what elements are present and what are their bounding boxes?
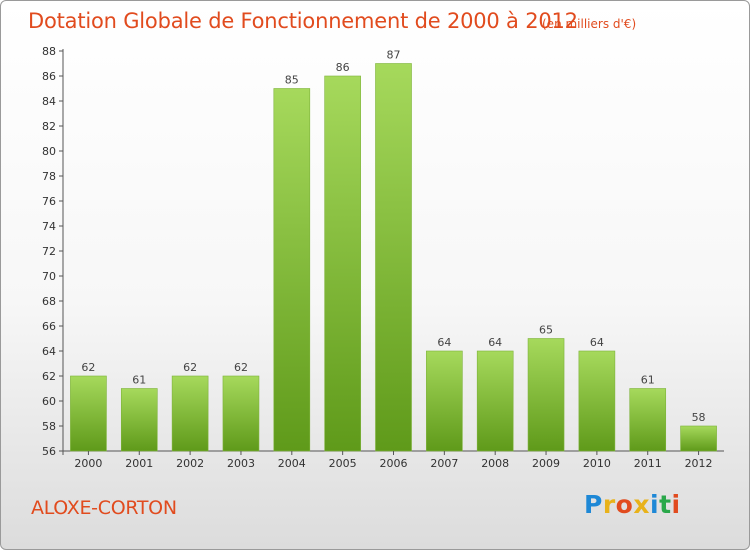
bar-value-label: 65: [539, 324, 553, 337]
y-tick-label: 80: [42, 145, 56, 158]
x-tick-label: 2007: [430, 457, 458, 470]
logo-letter: r: [602, 490, 616, 519]
y-tick-label: 76: [42, 195, 56, 208]
logo-letter: o: [615, 490, 634, 519]
bar: [578, 350, 616, 452]
bar-value-label: 64: [437, 336, 451, 349]
x-tick-label: 2001: [125, 457, 153, 470]
bar-value-label: 62: [234, 361, 248, 374]
bar: [70, 375, 107, 452]
y-tick-label: 78: [42, 170, 56, 183]
y-tick-label: 88: [42, 45, 56, 58]
y-tick-label: 64: [42, 345, 56, 358]
bar: [426, 350, 463, 452]
bar-value-label: 58: [692, 411, 706, 424]
x-tick-label: 2002: [176, 457, 204, 470]
logo-letter: i: [650, 490, 660, 519]
y-tick-label: 84: [42, 95, 56, 108]
proxiti-logo: Proxiti: [584, 490, 681, 519]
logo-letter: t: [659, 490, 672, 519]
bar: [629, 388, 667, 452]
x-tick-label: 2012: [685, 457, 713, 470]
y-tick-label: 70: [42, 270, 56, 283]
x-tick-label: 2003: [227, 457, 255, 470]
bar-value-label: 85: [285, 74, 299, 87]
x-tick-label: 2005: [329, 457, 357, 470]
x-tick-label: 2000: [74, 457, 102, 470]
y-tick-label: 56: [42, 445, 56, 458]
y-tick-label: 72: [42, 245, 56, 258]
x-tick-label: 2009: [532, 457, 560, 470]
y-tick-label: 60: [42, 395, 56, 408]
bar: [375, 63, 412, 452]
y-tick-label: 86: [42, 70, 56, 83]
logo-letter: i: [671, 490, 681, 519]
x-tick-label: 2010: [583, 457, 611, 470]
bar-value-label: 62: [81, 361, 95, 374]
bar-value-label: 87: [387, 49, 401, 62]
bar: [476, 350, 514, 452]
chart-unit-note: (en milliers d'€): [542, 17, 637, 31]
bar: [273, 88, 311, 452]
bar: [324, 75, 361, 452]
logo-letter: x: [633, 490, 650, 519]
bar-value-label: 62: [183, 361, 197, 374]
x-tick-label: 2004: [278, 457, 306, 470]
y-tick-label: 68: [42, 295, 56, 308]
x-tick-label: 2011: [634, 457, 662, 470]
bar: [120, 388, 158, 452]
x-tick-label: 2008: [481, 457, 509, 470]
y-tick-label: 82: [42, 120, 56, 133]
commune-name: ALOXE-CORTON: [31, 497, 177, 519]
bar: [527, 338, 565, 452]
bar-value-label: 64: [590, 336, 604, 349]
bar-value-label: 86: [336, 61, 350, 74]
bar-value-label: 61: [641, 374, 655, 387]
bar: [222, 375, 260, 452]
bar: [171, 375, 209, 452]
y-tick-label: 74: [42, 220, 56, 233]
bar: [680, 425, 717, 452]
logo-letter: P: [584, 490, 603, 519]
x-tick-label: 2006: [380, 457, 408, 470]
chart-title: Dotation Globale de Fonctionnement de 20…: [28, 9, 578, 33]
y-tick-label: 58: [42, 420, 56, 433]
bar-value-label: 64: [488, 336, 502, 349]
y-tick-label: 62: [42, 370, 56, 383]
y-tick-label: 66: [42, 320, 56, 333]
bar-value-label: 61: [132, 374, 146, 387]
